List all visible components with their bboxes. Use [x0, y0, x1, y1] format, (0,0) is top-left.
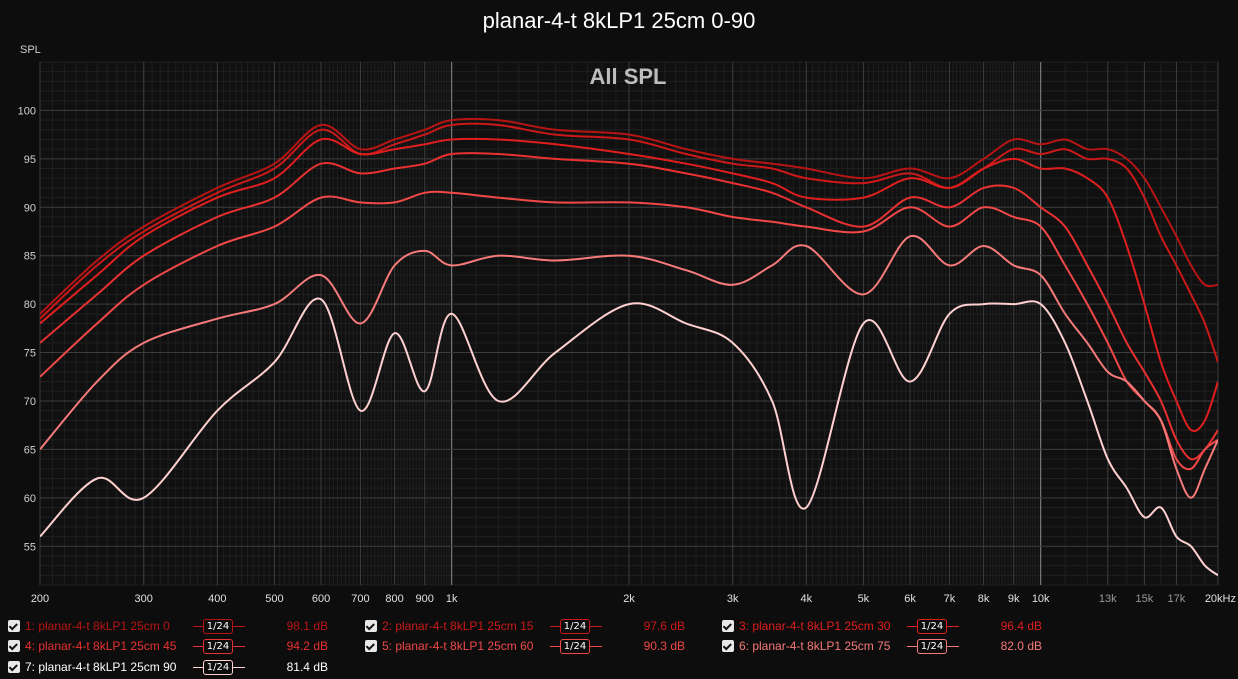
smoothing-label: 1/24: [203, 618, 233, 634]
legend-value: 94.2 dB: [286, 639, 328, 653]
legend-checkbox[interactable]: [722, 640, 734, 652]
x-tick-label: 13k: [1099, 593, 1117, 605]
y-tick-label: 65: [24, 444, 36, 456]
x-tick-labels: 200 300 400 500 600 700 800 900 1k 2k 3k 4k 5k 6k 7k 8k…: [31, 593, 1236, 605]
smoothing-label: 1/24: [560, 638, 590, 654]
y-tick-label: 60: [24, 493, 36, 505]
legend-checkbox[interactable]: [722, 620, 734, 632]
y-tick-label: 85: [24, 251, 36, 263]
legend-checkbox[interactable]: [8, 640, 20, 652]
legend-item-2[interactable]: 2: planar-4-t 8kLP1 25cm 15: [365, 617, 533, 635]
smoothing-button[interactable]: 1/24: [193, 618, 245, 634]
smoothing-label: 1/24: [203, 638, 233, 654]
legend-item-3[interactable]: 3: planar-4-t 8kLP1 25cm 30: [722, 617, 890, 635]
legend-label: 7: planar-4-t 8kLP1 25cm 90: [25, 660, 177, 674]
smoothing-button[interactable]: 1/24: [907, 638, 959, 654]
legend-checkbox[interactable]: [8, 661, 20, 673]
smoothing-label: 1/24: [203, 659, 233, 675]
chart-title: planar-4-t 8kLP1 25cm 0-90: [482, 8, 756, 33]
x-tick-label: 1k: [446, 593, 458, 605]
chart-area[interactable]: All SPL 55 60 65 70 75 80 85 90 95 100 200 300 400 5…: [0, 0, 1238, 610]
x-tick-label: 6k: [904, 593, 916, 605]
watermark-label: All SPL: [589, 64, 666, 89]
x-tick-label: 900: [416, 593, 434, 605]
x-tick-label: 700: [351, 593, 369, 605]
x-tick-label: 2k: [623, 593, 635, 605]
legend-checkbox[interactable]: [8, 620, 20, 632]
x-tick-label: 400: [208, 593, 226, 605]
legend-item-7[interactable]: 7: planar-4-t 8kLP1 25cm 90: [8, 658, 176, 676]
legend-item-6[interactable]: 6: planar-4-t 8kLP1 25cm 75: [722, 637, 890, 655]
x-tick-label: 200: [31, 593, 49, 605]
legend-item-5[interactable]: 5: planar-4-t 8kLP1 25cm 60: [365, 637, 533, 655]
series-lines: [40, 117, 1218, 577]
series-line-1: [40, 117, 1218, 315]
legend-value: 96.4 dB: [1000, 619, 1042, 633]
legend-item-1[interactable]: 1: planar-4-t 8kLP1 25cm 0: [8, 617, 170, 635]
legend-label: 6: planar-4-t 8kLP1 25cm 75: [739, 639, 891, 653]
y-tick-label: 55: [24, 541, 36, 553]
smoothing-button[interactable]: 1/24: [907, 618, 959, 634]
series-line-4: [40, 152, 1218, 461]
series-line-7: [40, 297, 1218, 577]
y-tick-label: 70: [24, 396, 36, 408]
smoothing-label: 1/24: [917, 618, 947, 634]
series-line-6: [40, 235, 1218, 499]
smoothing-label: 1/24: [917, 638, 947, 654]
x-tick-label: 15k: [1136, 593, 1154, 605]
x-tick-label: 10k: [1032, 593, 1050, 605]
legend-value: 82.0 dB: [1000, 639, 1042, 653]
smoothing-button[interactable]: 1/24: [193, 638, 245, 654]
x-tick-label: 17k: [1168, 593, 1186, 605]
legend-value: 90.3 dB: [643, 639, 685, 653]
x-tick-label: 20kHz: [1205, 593, 1236, 605]
smoothing-button[interactable]: 1/24: [550, 618, 602, 634]
x-tick-label: 3k: [727, 593, 739, 605]
x-tick-label: 5k: [858, 593, 870, 605]
legend-value: 97.6 dB: [643, 619, 685, 633]
y-axis-label: SPL: [20, 44, 41, 56]
y-tick-label: 95: [24, 154, 36, 166]
legend-item-4[interactable]: 4: planar-4-t 8kLP1 25cm 45: [8, 637, 176, 655]
legend-label: 5: planar-4-t 8kLP1 25cm 60: [382, 639, 534, 653]
x-tick-label: 300: [135, 593, 153, 605]
y-tick-label: 100: [18, 105, 36, 117]
legend-label: 2: planar-4-t 8kLP1 25cm 15: [382, 619, 534, 633]
smoothing-button[interactable]: 1/24: [193, 659, 245, 675]
x-tick-label: 7k: [944, 593, 956, 605]
x-tick-label: 500: [265, 593, 283, 605]
x-tick-label: 8k: [978, 593, 990, 605]
legend-label: 1: planar-4-t 8kLP1 25cm 0: [25, 619, 170, 633]
legend-label: 3: planar-4-t 8kLP1 25cm 30: [739, 619, 891, 633]
legend-value: 81.4 dB: [286, 660, 328, 674]
series-line-2: [40, 122, 1218, 363]
series-line-3: [40, 137, 1218, 433]
y-tick-label: 75: [24, 348, 36, 360]
legend-label: 4: planar-4-t 8kLP1 25cm 45: [25, 639, 177, 653]
x-tick-label: 9k: [1008, 593, 1020, 605]
y-tick-labels: 55 60 65 70 75 80 85 90 95 100: [18, 105, 36, 553]
y-tick-label: 80: [24, 299, 36, 311]
smoothing-button[interactable]: 1/24: [550, 638, 602, 654]
x-tick-label: 600: [312, 593, 330, 605]
smoothing-label: 1/24: [560, 618, 590, 634]
x-tick-label: 4k: [800, 593, 812, 605]
major-grid: [39, 62, 1219, 585]
legend-checkbox[interactable]: [365, 620, 377, 632]
x-tick-label: 800: [385, 593, 403, 605]
legend-checkbox[interactable]: [365, 640, 377, 652]
y-tick-label: 90: [24, 202, 36, 214]
legend-value: 98.1 dB: [286, 619, 328, 633]
